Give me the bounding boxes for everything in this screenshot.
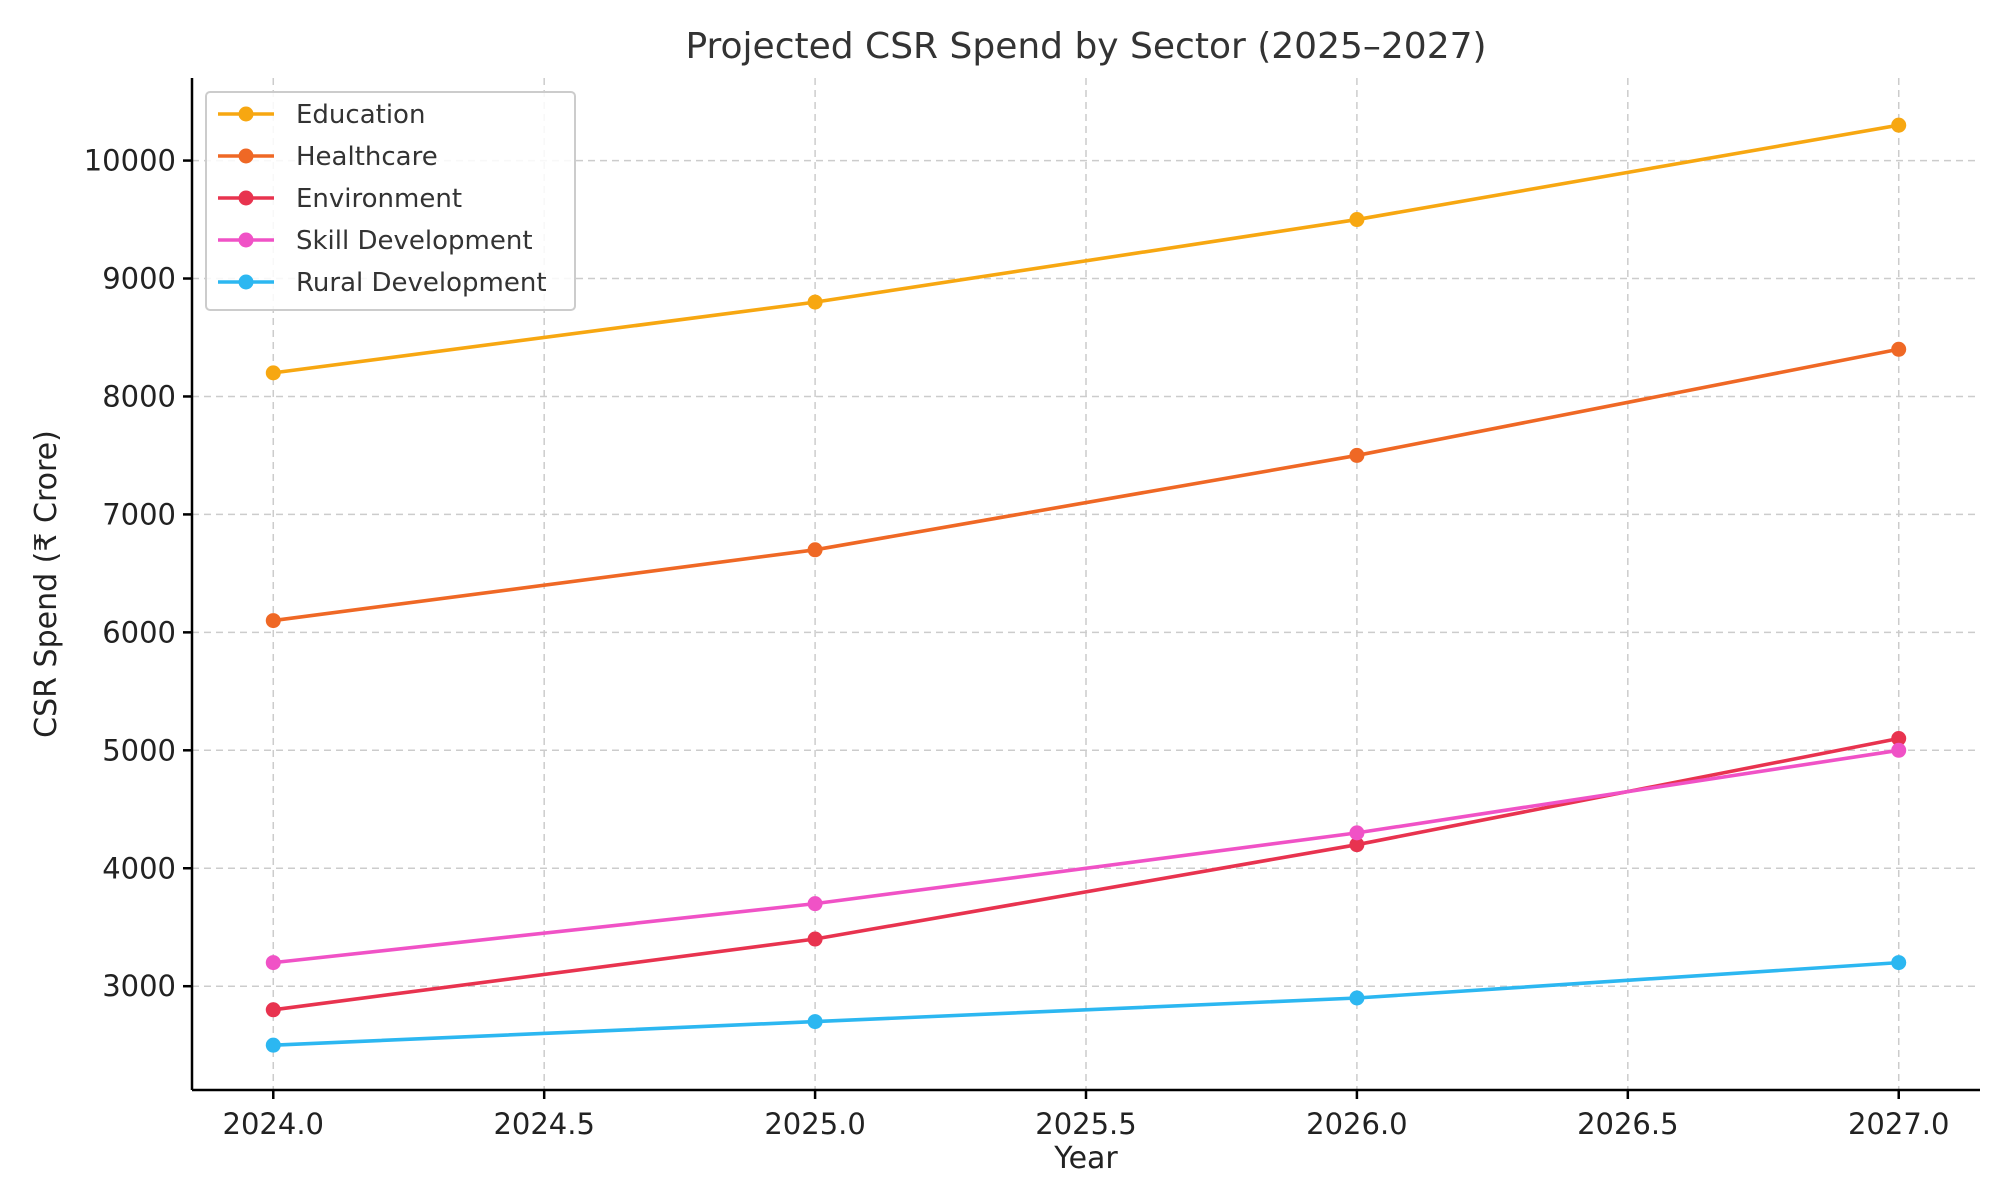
data-point-healthcare	[1349, 447, 1365, 463]
legend-item-rural-development: Rural Development	[218, 268, 547, 298]
series-skill-development	[265, 742, 1907, 971]
data-point-education	[265, 365, 281, 381]
y-tick-label: 9000	[102, 262, 176, 296]
series-healthcare	[265, 341, 1907, 629]
legend-swatch-marker	[238, 232, 254, 248]
x-ticks: 2024.0 2024.5 2025.0 2025.5 2026.0 2026.5 2027…	[223, 1090, 1949, 1141]
y-tick-label: 6000	[102, 615, 176, 649]
data-point-environment	[1349, 837, 1365, 853]
data-point-skill-development	[265, 955, 281, 971]
legend-swatch-marker	[238, 106, 254, 122]
y-ticks: 3000 4000 5000 6000 7000 8000 9000 10000	[84, 144, 192, 1003]
y-tick-label: 5000	[102, 733, 176, 767]
data-point-education	[1349, 212, 1365, 228]
x-axis-label: Year	[1053, 1141, 1118, 1176]
data-point-rural-development	[1891, 955, 1907, 971]
legend-item-skill-development: Skill Development	[218, 226, 533, 256]
x-tick-label: 2025.0	[764, 1107, 865, 1141]
legend-label: Skill Development	[296, 226, 533, 256]
series-line-healthcare	[273, 347, 1900, 623]
y-tick-label: 3000	[102, 969, 176, 1003]
data-point-rural-development	[1349, 990, 1365, 1006]
data-point-skill-development	[1891, 742, 1907, 758]
grid	[192, 78, 1980, 1090]
legend-label: Rural Development	[296, 268, 547, 298]
legend-label: Environment	[296, 184, 462, 214]
legend-box	[205, 91, 576, 311]
y-tick-label: 7000	[102, 497, 176, 531]
y-tick-label: 10000	[84, 144, 176, 178]
legend-label: Education	[296, 100, 425, 130]
data-point-skill-development	[807, 896, 823, 912]
chart-title: Projected CSR Spend by Sector (2025–2027…	[685, 26, 1486, 67]
legend-item-healthcare: Healthcare	[218, 142, 438, 172]
series-line-skill-development	[273, 748, 1899, 965]
series-layer	[265, 117, 1907, 1053]
x-tick-label: 2024.0	[223, 1107, 324, 1141]
data-point-healthcare	[265, 613, 281, 629]
y-axis-label: CSR Spend (₹ Crore)	[29, 430, 64, 738]
legend-label: Healthcare	[296, 142, 438, 172]
series-rural-development	[265, 955, 1907, 1053]
data-point-education	[1891, 117, 1907, 133]
x-tick-label: 2025.5	[1035, 1107, 1136, 1141]
data-point-healthcare	[1891, 341, 1907, 357]
y-tick-label: 8000	[102, 379, 176, 413]
legend-swatch-marker	[238, 190, 254, 206]
data-point-healthcare	[807, 542, 823, 558]
x-tick-label: 2026.5	[1577, 1107, 1678, 1141]
series-education	[265, 117, 1907, 381]
x-tick-label: 2024.5	[493, 1107, 594, 1141]
data-point-environment	[1891, 731, 1907, 747]
legend-swatch-marker	[238, 148, 254, 164]
legend: Education Healthcare Environment Skill Deve…	[205, 91, 576, 311]
series-line-rural-development	[273, 960, 1899, 1047]
data-point-education	[807, 294, 823, 310]
data-point-skill-development	[1349, 825, 1365, 841]
y-tick-label: 4000	[102, 851, 176, 885]
data-point-environment	[265, 1002, 281, 1018]
x-tick-label: 2026.0	[1306, 1107, 1407, 1141]
legend-swatch-marker	[238, 274, 254, 290]
x-tick-label: 2027.0	[1848, 1107, 1949, 1141]
data-point-rural-development	[265, 1037, 281, 1053]
data-point-rural-development	[807, 1014, 823, 1030]
data-point-environment	[807, 931, 823, 947]
series-line-education	[273, 123, 1900, 375]
legend-item-education: Education	[218, 100, 425, 130]
legend-item-environment: Environment	[218, 184, 462, 214]
